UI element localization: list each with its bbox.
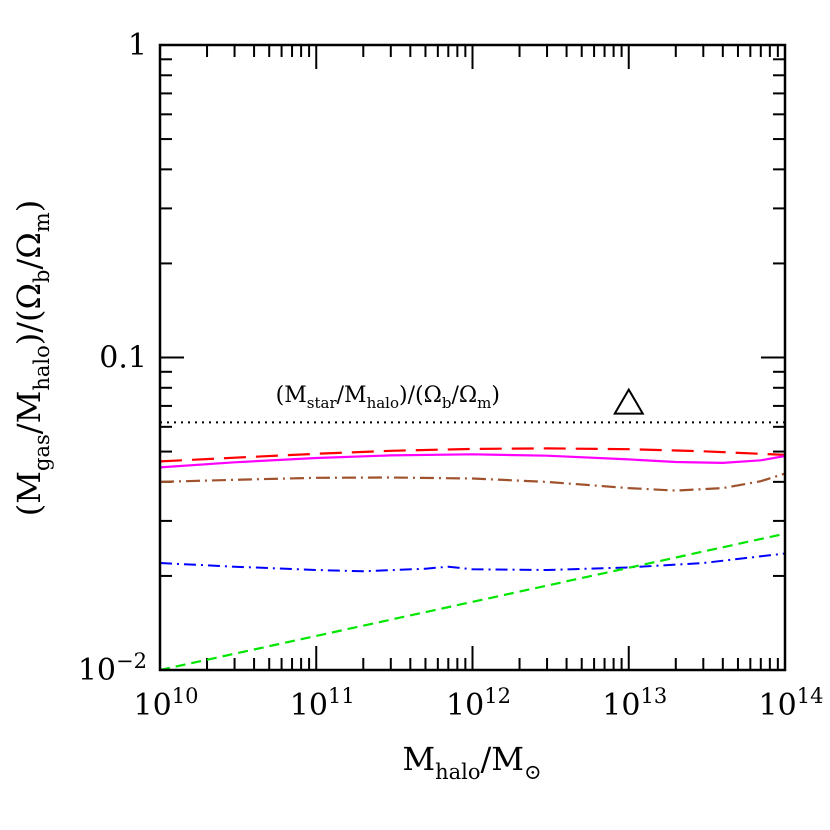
y-tick-label: 1 — [128, 28, 147, 63]
triangle-marker — [613, 387, 645, 415]
y-tick-label: 10−2 — [78, 649, 147, 688]
plot-frame — [158, 43, 787, 672]
series-layer — [160, 421, 785, 670]
x-tick-label: 1011 — [290, 684, 355, 723]
axis-ticks — [159, 44, 786, 671]
series-line-5 — [160, 552, 785, 573]
annotation-star-fraction: (Mstar/Mhalo)/(Ωb/Ωm) — [276, 383, 500, 412]
series-line-4 — [160, 472, 785, 492]
x-tick-label: 1014 — [759, 684, 824, 723]
tick-labels: 1010 1011 1012 1013 1014 10−2 0.1 1 — [78, 28, 824, 723]
series-line-6 — [160, 532, 785, 670]
x-axis-label: Mhalo/M⊙ — [402, 740, 541, 784]
x-tick-label: 1013 — [602, 684, 667, 723]
y-axis-label: (Mgas/Mhalo)/(Ωb/Ωm) — [10, 200, 54, 516]
y-tick-label: 0.1 — [99, 341, 147, 376]
x-tick-label: 1012 — [446, 684, 511, 723]
series-line-3 — [160, 453, 785, 469]
x-tick-label: 1010 — [134, 684, 199, 723]
series-line-2 — [160, 447, 785, 463]
